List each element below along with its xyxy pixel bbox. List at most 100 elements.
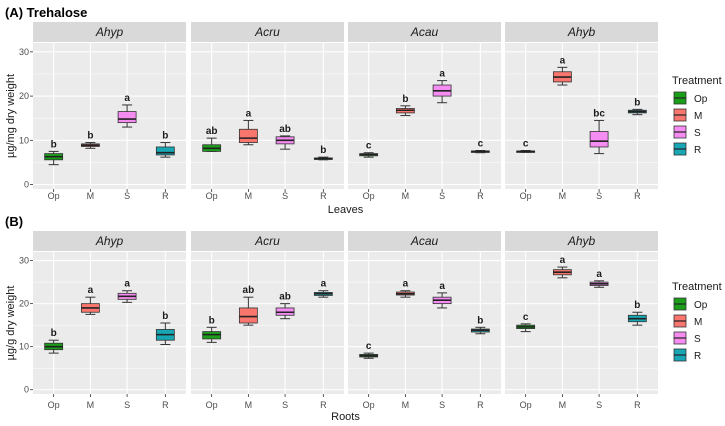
facet-label: Acru <box>254 25 280 39</box>
significance-letter: a <box>439 281 445 292</box>
significance-letter: ab <box>279 124 291 135</box>
box-M <box>238 307 258 324</box>
significance-letter: bc <box>593 108 605 119</box>
y-tick-label: 0 <box>24 385 29 395</box>
x-tick-label: M <box>245 400 253 410</box>
legend-label-S: S <box>694 128 701 139</box>
facet-strip <box>191 231 344 251</box>
significance-letter: b <box>402 94 408 105</box>
facet-label: Acru <box>254 234 280 248</box>
x-tick-label: Op <box>206 191 218 201</box>
box-R <box>155 146 175 156</box>
legend-label-S: S <box>694 334 701 345</box>
x-tick-label: R <box>162 191 169 201</box>
legend-label-M: M <box>694 111 702 122</box>
significance-letter: b <box>477 315 483 326</box>
significance-letter: c <box>366 141 372 152</box>
facet-strip <box>505 231 658 251</box>
significance-letter: a <box>560 55 566 66</box>
significance-letter: a <box>124 279 130 290</box>
facet-label: Ahyb <box>567 25 596 39</box>
y-tick-label: 30 <box>19 256 29 266</box>
legend-title: Treatment <box>672 75 722 87</box>
x-tick-label: S <box>596 400 602 410</box>
facet-panel <box>348 252 501 394</box>
y-tick-label: 20 <box>19 299 29 309</box>
significance-letter: b <box>634 97 640 108</box>
box-M <box>238 128 258 143</box>
facet-strip <box>191 22 344 42</box>
facet-label: Acau <box>410 234 439 248</box>
significance-letter: c <box>366 341 372 352</box>
x-tick-label: S <box>124 191 130 201</box>
x-tick-label: S <box>124 400 130 410</box>
significance-letter: a <box>560 255 566 266</box>
x-tick-label: R <box>634 400 641 410</box>
significance-letter: a <box>321 279 327 290</box>
significance-letter: a <box>88 285 94 296</box>
facet-label: Ahyp <box>95 25 124 39</box>
y-tick-label: 10 <box>19 135 29 145</box>
x-tick-label: R <box>477 400 484 410</box>
x-tick-label: M <box>245 191 253 201</box>
facet-label: Ahyb <box>567 234 596 248</box>
significance-letter: ab <box>243 285 255 296</box>
facet-panel <box>33 43 186 189</box>
significance-letter: b <box>51 328 57 339</box>
significance-letter: a <box>124 93 130 104</box>
significance-letter: ab <box>279 292 291 303</box>
x-tick-label: R <box>634 191 641 201</box>
x-tick-label: R <box>320 400 327 410</box>
x-axis-title-1: Roots <box>331 411 360 423</box>
y-tick-label: 20 <box>19 91 29 101</box>
y-axis-title-0: µg/mg dry weight <box>5 74 17 158</box>
facet-strip <box>348 231 501 251</box>
x-tick-label: Op <box>48 400 60 410</box>
facet-panel <box>191 252 344 394</box>
x-tick-label: M <box>87 400 95 410</box>
y-axis-title-1: µg/g dry weight <box>5 286 17 361</box>
significance-letter: b <box>162 311 168 322</box>
legend-label-M: M <box>694 317 702 328</box>
box-S <box>589 131 609 148</box>
significance-letter: c <box>523 312 529 323</box>
x-tick-label: Op <box>206 400 218 410</box>
significance-letter: b <box>320 145 326 156</box>
legend-label-R: R <box>694 145 701 156</box>
x-tick-label: Op <box>363 400 375 410</box>
x-tick-label: S <box>439 191 445 201</box>
x-tick-label: Op <box>520 400 532 410</box>
legend-label-R: R <box>694 351 701 362</box>
facet-panel <box>505 43 658 189</box>
x-tick-label: Op <box>363 191 375 201</box>
facet-strip <box>505 22 658 42</box>
significance-letter: a <box>246 108 252 119</box>
x-tick-label: S <box>596 191 602 201</box>
facet-panel <box>505 252 658 394</box>
facet-strip <box>33 231 186 251</box>
x-tick-label: R <box>477 191 484 201</box>
x-tick-label: M <box>402 191 410 201</box>
y-tick-label: 0 <box>24 180 29 190</box>
significance-letter: c <box>523 139 529 150</box>
panel-title-1: (B) <box>5 214 23 229</box>
significance-letter: b <box>87 131 93 142</box>
x-tick-label: Op <box>520 191 532 201</box>
facet-label: Acau <box>410 25 439 39</box>
legend-label-Op: Op <box>694 94 708 105</box>
significance-letter: a <box>439 69 445 80</box>
significance-letter: b <box>209 315 215 326</box>
box-S <box>117 111 137 124</box>
x-tick-label: R <box>320 191 327 201</box>
x-tick-label: S <box>439 400 445 410</box>
x-tick-label: S <box>282 400 288 410</box>
significance-letter: ab <box>206 126 218 137</box>
panel-title-0: (A) Trehalose <box>5 5 87 20</box>
significance-letter: b <box>162 131 168 142</box>
legend-label-Op: Op <box>694 300 708 311</box>
significance-letter: c <box>478 139 484 150</box>
facet-strip <box>348 22 501 42</box>
x-tick-label: Op <box>48 191 60 201</box>
y-tick-label: 30 <box>19 47 29 57</box>
facet-label: Ahyp <box>95 234 124 248</box>
